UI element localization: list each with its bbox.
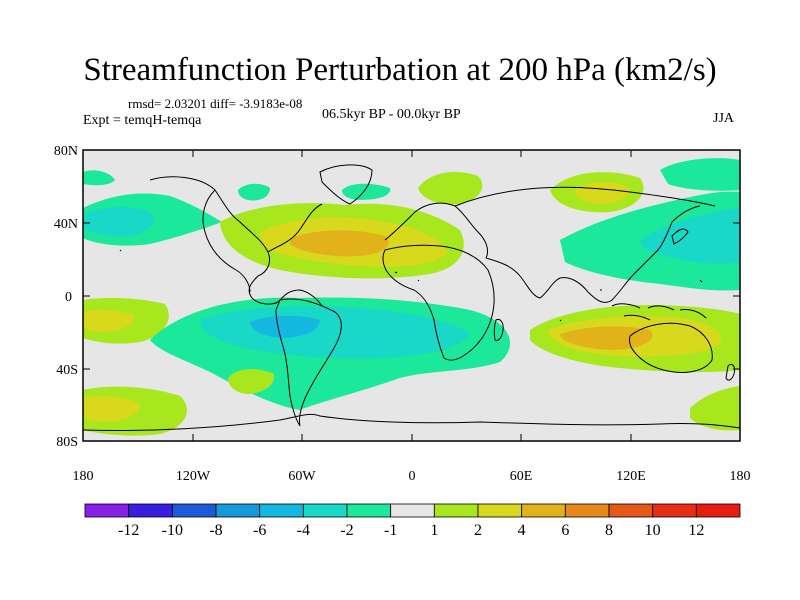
- coast-islands: [119, 249, 703, 322]
- colorbar-label: 10: [645, 522, 661, 539]
- pos-region-atlantic-core: [290, 230, 389, 257]
- colorbar-label: 8: [605, 522, 613, 539]
- lat-tick-label: 40N: [54, 217, 78, 232]
- lat-tick-label: 0: [65, 290, 72, 305]
- colorbar-swatch: [521, 503, 566, 518]
- axis-ticks: [82, 149, 741, 442]
- colorbar-swatch: [564, 503, 610, 518]
- experiment-label: Expt = temqH-temqa: [83, 113, 202, 128]
- colorbar-label: 1: [430, 522, 438, 539]
- lon-tick-label: 180: [730, 469, 751, 484]
- colorbar-label: -6: [253, 522, 266, 539]
- pos-region-scandinavia: [418, 172, 483, 205]
- season-label: JJA: [713, 111, 735, 126]
- colorbar-swatch: [346, 503, 392, 518]
- colorbar-label: 2: [474, 522, 482, 539]
- lon-tick-label: 60E: [510, 469, 533, 484]
- neg-region-arctic-east: [660, 158, 740, 191]
- neg-region-canada: [238, 183, 270, 201]
- coast-indonesia: [611, 303, 707, 321]
- coast-asia: [454, 186, 716, 303]
- coastlines: [83, 164, 740, 431]
- neg-region-greenland: [342, 183, 391, 200]
- neg-region-sh-core: [250, 315, 320, 338]
- map-title: Streamfunction Perturbation at 200 hPa (…: [83, 52, 717, 88]
- lon-tick-labels: 180 120W 60W 0 60E 120E 180: [73, 469, 751, 484]
- colorbar-label: -8: [209, 522, 222, 539]
- colorbar-label: 6: [561, 522, 569, 539]
- pos-region-south-pacific-core: [83, 396, 140, 422]
- lat-tick-label: 80N: [54, 144, 78, 159]
- pos-region-south-america: [228, 369, 275, 394]
- period-label: 06.5kyr BP - 00.0kyr BP: [322, 107, 461, 122]
- colorbar-swatch: [215, 503, 261, 518]
- colorbar-swatch: [84, 503, 130, 518]
- lat-tick-label: 80S: [56, 435, 78, 450]
- lon-tick-label: 120W: [176, 469, 211, 484]
- coast-north-america: [149, 176, 323, 307]
- colorbar: [84, 503, 741, 518]
- colorbar-swatch: [128, 503, 173, 518]
- coast-south-america: [275, 298, 342, 427]
- colorbar-label: -12: [118, 522, 139, 539]
- colorbar-labels: -12 -10 -8 -6 -4 -2 -1 1 2 4 6 8 10 12: [118, 522, 704, 539]
- coast-australia: [629, 322, 713, 373]
- colorbar-swatch: [302, 503, 348, 518]
- colorbar-swatch: [608, 503, 654, 518]
- pos-region-east-pacific-core: [83, 309, 135, 332]
- coast-africa: [382, 244, 495, 361]
- colorbar-label: 12: [688, 522, 704, 539]
- colorbar-swatch: [695, 503, 741, 518]
- coast-greenland: [319, 164, 373, 205]
- colorbar-swatch: [477, 503, 523, 518]
- colorbar-swatch: [433, 503, 479, 518]
- contour-field: [83, 150, 740, 441]
- lon-tick-label: 180: [73, 469, 94, 484]
- stats-label: rmsd= 2.03201 diff= -3.9183e-08: [128, 96, 303, 111]
- lon-tick-label: 60W: [288, 469, 316, 484]
- colorbar-label: -4: [297, 522, 310, 539]
- coast-antarctica: [83, 413, 740, 431]
- colorbar-label: -1: [384, 522, 397, 539]
- colorbar-label: -10: [162, 522, 183, 539]
- colorbar-swatch: [390, 503, 435, 518]
- coast-new-zealand: [725, 363, 735, 381]
- colorbar-label: -2: [340, 522, 353, 539]
- colorbar-swatch: [652, 503, 697, 518]
- colorbar-swatch: [259, 503, 304, 518]
- lat-tick-label: 40S: [56, 363, 78, 378]
- lon-tick-label: 0: [409, 469, 416, 484]
- neg-region-nh-pacific: [83, 206, 154, 237]
- neg-region-asia-core: [640, 208, 740, 264]
- coast-japan: [671, 228, 689, 245]
- colorbar-swatch: [171, 503, 217, 518]
- neg-region-north-pacific-top: [83, 170, 115, 186]
- lon-tick-label: 120E: [616, 469, 646, 484]
- coast-madagascar: [493, 319, 504, 341]
- lat-tick-labels: 80N 40N 0 40S 80S: [54, 144, 78, 450]
- pos-region-australia-core: [560, 326, 653, 350]
- colorbar-label: 4: [518, 522, 526, 539]
- pos-region-south-east: [690, 386, 740, 431]
